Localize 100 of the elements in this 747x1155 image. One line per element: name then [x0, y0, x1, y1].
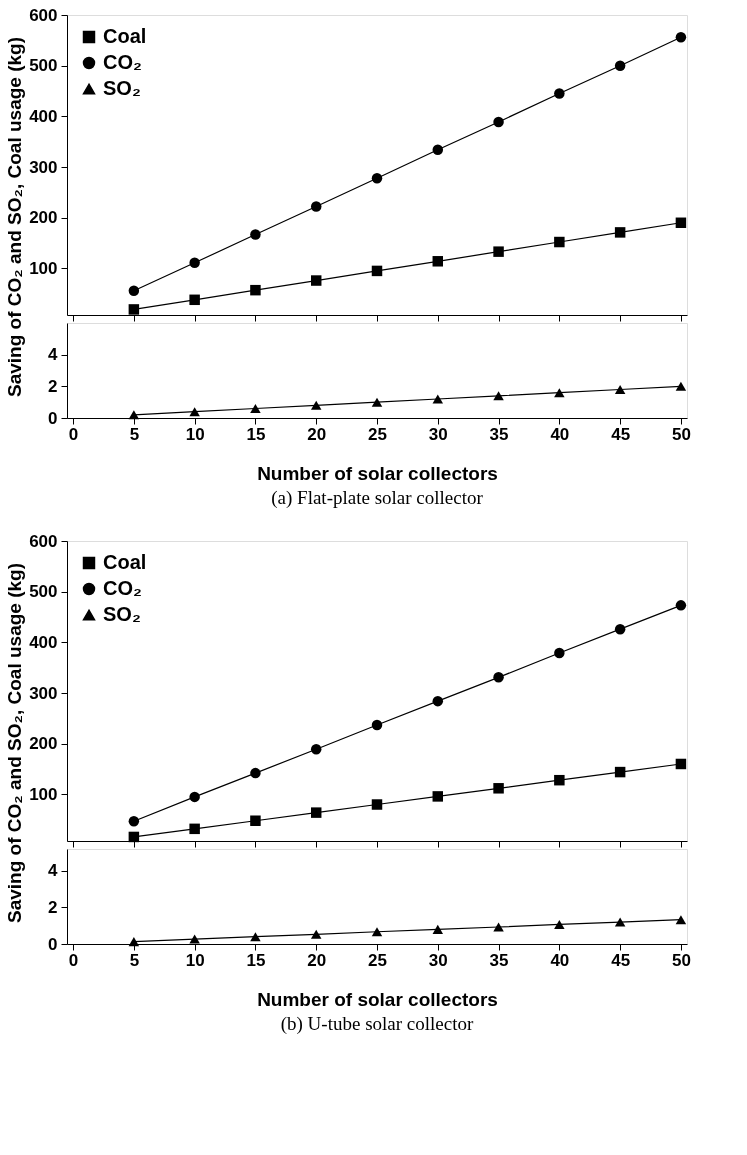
point	[128, 816, 140, 827]
point	[310, 807, 322, 818]
point	[614, 623, 626, 635]
x-tick-label: 50	[671, 424, 691, 444]
point	[554, 919, 565, 929]
text: (b) U-tube solar collector	[280, 1013, 474, 1035]
x-tick-label: 30	[428, 424, 448, 444]
x-tick-label: 20	[307, 950, 327, 970]
y-tick-label: 500	[29, 582, 58, 602]
point	[189, 294, 200, 306]
point	[250, 932, 261, 942]
y-tick-label: 0	[48, 408, 58, 428]
legend-label: SO₂	[103, 603, 141, 625]
y-tick-label: 300	[29, 683, 58, 703]
point	[432, 695, 444, 707]
point	[675, 217, 687, 229]
legend-label: Coal	[103, 25, 147, 47]
point	[675, 32, 687, 43]
point	[614, 917, 626, 927]
x-tick-label: 15	[246, 424, 266, 444]
y-tick-label: 400	[29, 632, 58, 652]
y-tick-label: 300	[29, 157, 58, 177]
y-tick-label: 100	[29, 258, 58, 278]
x-axis-title: Number of solar collectors	[257, 988, 498, 1010]
y-tick-label: 200	[29, 208, 58, 228]
y-tick-label: 2	[48, 897, 58, 917]
y-tick-label: 4	[48, 345, 59, 365]
y-axis-title: Saving of CO₂ and SO₂, Coal usage (kg)	[4, 563, 26, 923]
point	[493, 783, 504, 794]
x-tick-label: 45	[611, 950, 631, 970]
point	[128, 410, 140, 420]
point	[189, 791, 200, 803]
point	[128, 304, 140, 315]
point	[554, 774, 565, 786]
point	[371, 799, 383, 810]
y-tick-label: 2	[48, 376, 58, 396]
point	[432, 924, 444, 934]
point	[250, 403, 261, 414]
point	[128, 285, 140, 296]
point	[371, 265, 383, 277]
x-axis-title: Number of solar collectors	[257, 462, 498, 484]
point	[554, 88, 565, 99]
point	[493, 922, 504, 932]
point	[189, 407, 200, 417]
point	[128, 937, 140, 947]
point	[189, 823, 200, 835]
point	[371, 927, 383, 937]
point	[675, 381, 687, 391]
point	[371, 397, 383, 407]
point	[250, 229, 261, 240]
point	[310, 744, 322, 755]
point	[310, 400, 322, 410]
y-axis-title: Saving of CO₂ and SO₂, Coal usage (kg)	[4, 37, 26, 397]
x-tick-label: 5	[129, 424, 140, 444]
y-tick-label: 400	[29, 106, 58, 126]
point	[432, 256, 444, 267]
point	[432, 394, 444, 404]
point	[614, 766, 626, 778]
y-tick-label: 100	[29, 784, 58, 804]
point	[432, 144, 444, 156]
x-tick-label: 30	[428, 950, 448, 970]
x-tick-label: 0	[68, 950, 79, 970]
point	[493, 391, 504, 401]
point	[675, 758, 687, 770]
legend-label: SO₂	[103, 77, 141, 99]
point	[675, 600, 687, 611]
point	[250, 284, 261, 296]
text: (a) Flat-plate solar collector	[271, 487, 484, 509]
y-tick-label: 500	[29, 56, 58, 76]
point	[493, 672, 504, 683]
x-tick-label: 35	[489, 424, 509, 444]
point	[493, 116, 504, 128]
legend-label: CO₂	[103, 51, 142, 73]
x-tick-label: 40	[550, 950, 570, 970]
y-tick-label: 4	[48, 861, 59, 881]
x-tick-label: 25	[368, 424, 387, 444]
legend-label: CO₂	[103, 577, 142, 599]
point	[614, 227, 626, 238]
x-tick-label: 15	[246, 950, 266, 970]
point	[371, 719, 383, 731]
point	[310, 275, 322, 286]
point	[189, 257, 200, 269]
point	[493, 246, 504, 257]
y-tick-label: 200	[29, 734, 58, 754]
point	[554, 236, 565, 248]
point	[310, 929, 322, 939]
x-tick-label: 40	[550, 424, 570, 444]
point	[675, 915, 687, 925]
x-tick-label: 5	[129, 950, 140, 970]
point	[371, 172, 383, 184]
x-tick-label: 10	[185, 424, 205, 444]
y-tick-label: 0	[48, 934, 58, 954]
point	[432, 791, 444, 802]
point	[554, 647, 565, 659]
point	[189, 934, 200, 944]
x-tick-label: 25	[368, 950, 387, 970]
point	[614, 60, 626, 71]
point	[250, 767, 261, 779]
point	[614, 384, 626, 395]
point	[554, 388, 565, 398]
